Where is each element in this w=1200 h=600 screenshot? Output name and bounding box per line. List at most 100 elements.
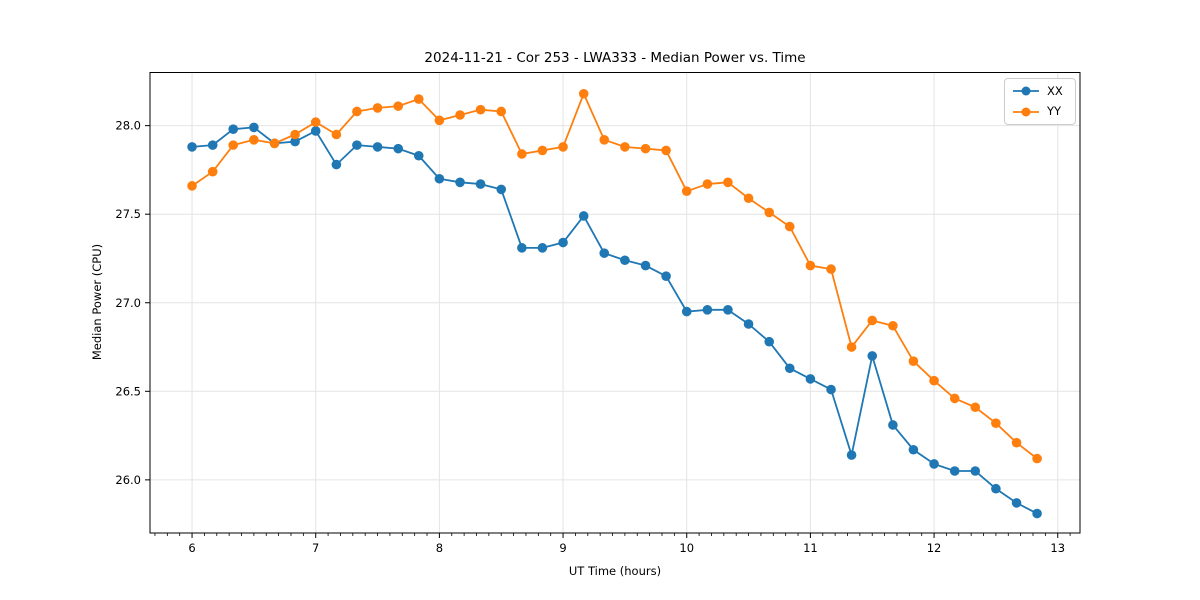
y-tick-label: 27.5 — [115, 207, 141, 221]
data-point-yy — [517, 149, 527, 159]
x-tick-label: 13 — [1050, 541, 1065, 555]
data-point-yy — [207, 166, 218, 177]
legend-label-xx: XX — [1047, 83, 1063, 98]
data-point-yy — [949, 393, 960, 404]
data-point-xx — [331, 159, 342, 170]
x-tick-label: 8 — [436, 541, 443, 555]
data-point-yy — [269, 138, 280, 149]
data-point-yy — [661, 145, 671, 156]
data-point-yy — [578, 88, 589, 99]
data-point-xx — [640, 260, 651, 271]
data-point-xx — [846, 450, 857, 460]
data-point-yy — [991, 418, 1001, 428]
data-point-xx — [455, 177, 465, 188]
data-point-xx — [929, 459, 939, 469]
data-point-yy — [970, 402, 981, 413]
data-point-yy — [888, 320, 898, 331]
y-tick-label: 26.5 — [115, 384, 141, 398]
data-point-yy — [784, 221, 795, 232]
x-tick-label: 7 — [312, 541, 319, 555]
series-xx — [187, 122, 1042, 519]
data-point-xx — [228, 124, 239, 134]
data-point-xx — [393, 143, 404, 154]
x-tick-label: 9 — [559, 541, 566, 555]
x-tick-label: 11 — [803, 541, 818, 555]
data-point-yy — [249, 135, 259, 145]
data-point-yy — [455, 110, 465, 120]
data-point-xx — [702, 305, 713, 315]
legend-entry-yy: YY — [1012, 104, 1068, 118]
data-point-xx — [661, 271, 671, 281]
legend-label-yy: YY — [1047, 104, 1062, 118]
data-point-yy — [702, 179, 713, 189]
data-point-yy — [310, 117, 321, 127]
y-axis: 26.0 26.5 27.0 27.5 28.0 — [115, 119, 150, 487]
data-point-xx — [888, 420, 898, 430]
data-point-xx — [826, 384, 836, 395]
data-point-xx — [310, 126, 321, 136]
grid — [150, 72, 1080, 533]
data-point-xx — [352, 140, 362, 150]
x-axis-label: UT Time (hours) — [568, 564, 662, 578]
plot-frame — [149, 72, 1081, 534]
data-point-yy — [1011, 437, 1022, 448]
series-line-yy — [191, 92, 1038, 460]
legend: XX YY — [1004, 78, 1076, 125]
y-tick-label: 27.0 — [115, 296, 141, 310]
data-point-yy — [187, 181, 197, 191]
data-point-yy — [372, 103, 383, 113]
data-point-yy — [681, 186, 692, 196]
data-point-xx — [578, 211, 589, 221]
data-point-xx — [681, 306, 692, 317]
legend-line-sample-yy — [1013, 107, 1039, 117]
data-point-xx — [290, 136, 300, 147]
data-point-xx — [372, 142, 383, 152]
data-point-xx — [723, 305, 733, 315]
data-point-yy — [475, 104, 486, 115]
data-point-yy — [352, 106, 362, 117]
data-point-xx — [187, 142, 197, 152]
data-point-xx — [743, 319, 754, 329]
data-point-yy — [413, 94, 424, 104]
data-point-xx — [908, 444, 919, 455]
data-point-xx — [1032, 508, 1042, 519]
data-point-yy — [867, 315, 878, 326]
data-point-xx — [949, 466, 960, 476]
data-point-yy — [290, 129, 300, 140]
data-point-xx — [434, 173, 445, 184]
data-point-xx — [558, 237, 568, 248]
data-point-xx — [249, 122, 259, 133]
data-point-xx — [764, 336, 775, 347]
data-point-yy — [846, 342, 857, 352]
data-point-yy — [640, 143, 651, 154]
data-point-xx — [620, 255, 630, 266]
legend-entry-xx: XX — [1012, 85, 1068, 97]
data-point-yy — [393, 101, 404, 111]
data-point-xx — [599, 248, 610, 258]
data-point-xx — [991, 483, 1001, 494]
y-tick-label: 26.0 — [115, 473, 141, 487]
data-point-yy — [620, 142, 630, 152]
chart-title: 2024-11-21 - Cor 253 - LWA333 - Median P… — [424, 50, 806, 66]
data-point-yy — [558, 142, 568, 152]
data-point-yy — [331, 129, 342, 140]
series-line-xx — [191, 126, 1038, 515]
data-point-yy — [826, 264, 836, 274]
x-tick-label: 12 — [927, 541, 942, 555]
data-point-yy — [764, 207, 775, 218]
x-tick-label: 6 — [188, 541, 195, 555]
data-point-yy — [537, 145, 548, 156]
data-point-xx — [496, 184, 507, 195]
data-point-xx — [475, 179, 486, 189]
y-tick-label: 28.0 — [115, 119, 141, 133]
data-point-yy — [908, 356, 919, 367]
x-axis: 6 7 8 9 10 11 12 13 — [154, 533, 1071, 555]
data-point-yy — [1032, 453, 1042, 464]
x-tick-label: 10 — [679, 541, 694, 555]
data-point-xx — [867, 351, 878, 361]
data-point-yy — [723, 177, 733, 188]
data-point-yy — [743, 193, 754, 204]
data-point-yy — [805, 260, 816, 271]
